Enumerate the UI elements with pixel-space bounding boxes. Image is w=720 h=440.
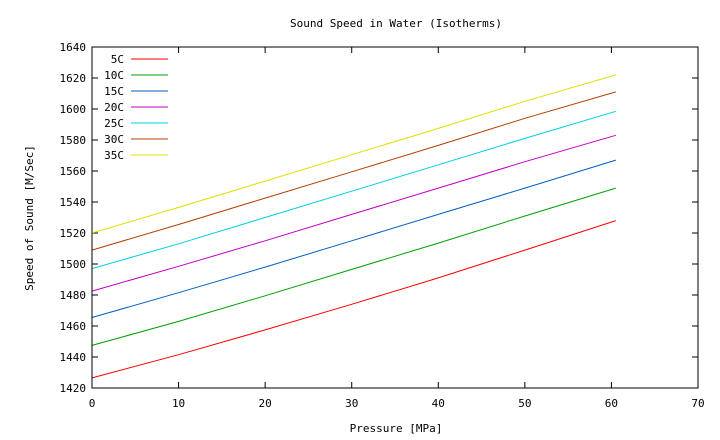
x-tick-label: 40 [432,397,445,410]
y-tick-label: 1420 [60,382,87,395]
series-line-10c [91,187,616,346]
legend-label: 20C [104,101,124,114]
legend-label: 30C [104,133,124,146]
y-tick-label: 1600 [60,103,87,116]
y-tick-label: 1560 [60,165,87,178]
y-tick-label: 1480 [60,289,87,302]
series-line-35c [91,74,616,234]
series-line-5c [91,220,616,379]
x-axis: 0 10 20 30 40 50 60 70 [89,47,705,410]
x-tick-label: 20 [259,397,272,410]
legend-label: 10C [104,69,124,82]
chart-title: Sound Speed in Water (Isotherms) [290,17,502,30]
y-tick-label: 1620 [60,72,87,85]
legend-label: 35C [104,149,124,162]
x-axis-label: Pressure [MPa] [350,422,443,435]
x-tick-label: 70 [691,397,704,410]
y-tick-label: 1460 [60,320,87,333]
series-line-25c [91,110,616,270]
y-tick-label: 1580 [60,134,87,147]
y-tick-label: 1500 [60,258,87,271]
legend: 5C 10C 15C 20C 25C 30C 35C [104,53,168,162]
y-tick-label: 1540 [60,196,87,209]
series-line-20c [91,134,616,292]
x-tick-label: 60 [605,397,618,410]
series-line-15c [91,159,616,318]
series-line-30c [91,91,616,251]
x-tick-label: 30 [345,397,358,410]
y-tick-label: 1520 [60,227,87,240]
y-tick-label: 1440 [60,351,87,364]
x-tick-label: 50 [518,397,531,410]
x-tick-label: 0 [89,397,96,410]
legend-label: 15C [104,85,124,98]
legend-label: 25C [104,117,124,130]
legend-label: 5C [111,53,124,66]
y-tick-label: 1640 [60,41,87,54]
plot-frame [91,46,699,389]
x-tick-label: 10 [172,397,185,410]
y-axis-label: Speed of Sound [M/Sec] [23,145,36,291]
plot-area [91,74,616,379]
y-axis: 1420 1440 1460 1480 1500 1520 1540 1560 1580 1600… [60,41,698,395]
